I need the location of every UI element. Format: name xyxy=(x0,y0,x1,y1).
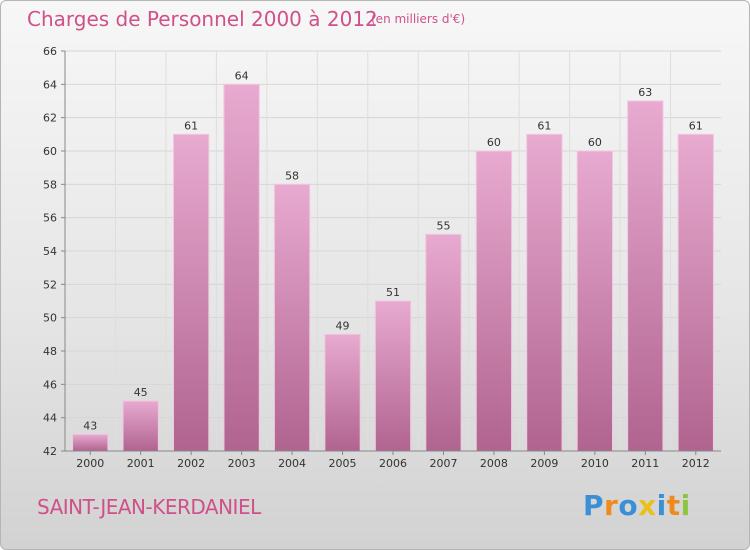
bar xyxy=(374,300,412,452)
bar xyxy=(677,133,714,452)
bars: 43 45 61 64 58 49 51 55 60 61 60 63 61 xyxy=(72,69,714,452)
y-tick-label: 48 xyxy=(43,345,57,358)
place-name: SAINT-JEAN-KERDANIEL xyxy=(37,495,261,519)
y-tick-label: 60 xyxy=(43,145,57,158)
bar-value-label: 61 xyxy=(184,119,198,132)
chart-subtitle: (en milliers d'€) xyxy=(371,12,466,26)
y-tick-label: 42 xyxy=(43,445,57,458)
y-tick-label: 66 xyxy=(43,45,57,58)
bar-value-label: 63 xyxy=(638,86,652,99)
x-tick-label: 2006 xyxy=(379,457,407,470)
bar xyxy=(475,150,513,452)
bar xyxy=(172,133,210,452)
logo-letter: x xyxy=(638,489,657,522)
y-tick-label: 44 xyxy=(43,412,57,425)
bar xyxy=(526,133,563,452)
bar-value-label: 43 xyxy=(83,419,97,432)
y-tick-label: 52 xyxy=(43,278,57,291)
bar-value-label: 61 xyxy=(689,119,703,132)
logo-letter: P xyxy=(583,489,605,522)
logo-letter: i xyxy=(680,489,691,522)
logo-letter: o xyxy=(618,489,639,522)
x-tick-label: 2009 xyxy=(530,457,558,470)
bar-value-label: 49 xyxy=(336,319,350,332)
bar xyxy=(122,400,159,452)
bar xyxy=(627,100,664,452)
y-tick-label: 56 xyxy=(43,212,57,225)
axes: 42 44 46 48 50 52 54 56 58 60 62 64 66 2000 2001 2002 20… xyxy=(43,45,721,470)
bar-value-label: 60 xyxy=(588,136,602,149)
chart-title: Charges de Personnel 2000 à 2012 xyxy=(27,7,378,31)
bar-value-label: 64 xyxy=(235,69,249,82)
x-tick-label: 2002 xyxy=(177,457,205,470)
logo-letter: r xyxy=(604,489,619,522)
x-tick-label: 2004 xyxy=(278,457,306,470)
x-tick-label: 2005 xyxy=(329,457,357,470)
y-tick-label: 46 xyxy=(43,378,57,391)
x-tick-label: 2003 xyxy=(228,457,256,470)
x-tick-label: 2010 xyxy=(581,457,609,470)
logo-letter: i xyxy=(656,489,667,522)
y-tick-label: 58 xyxy=(43,178,57,191)
y-tick-label: 50 xyxy=(43,312,57,325)
bar xyxy=(425,233,462,452)
bar-value-label: 61 xyxy=(537,119,551,132)
bar xyxy=(576,150,614,452)
y-tick-label: 54 xyxy=(43,245,57,258)
bar xyxy=(324,333,361,452)
x-tick-label: 2001 xyxy=(127,457,155,470)
bar xyxy=(72,433,109,452)
x-tick-label: 2011 xyxy=(631,457,659,470)
x-tick-label: 2007 xyxy=(429,457,457,470)
proxiti-logo: Proxiti xyxy=(583,489,691,522)
x-tick-label: 2012 xyxy=(682,457,710,470)
bar xyxy=(223,83,260,452)
bar-value-label: 58 xyxy=(285,169,299,182)
logo-letter: t xyxy=(666,489,681,522)
y-tick-label: 62 xyxy=(43,112,57,125)
bar-value-label: 45 xyxy=(134,386,148,399)
y-tick-label: 64 xyxy=(43,78,57,91)
bar xyxy=(273,183,311,452)
x-tick-label: 2008 xyxy=(480,457,508,470)
bar-value-label: 51 xyxy=(386,286,400,299)
bar-value-label: 55 xyxy=(436,219,450,232)
x-tick-label: 2000 xyxy=(76,457,104,470)
bar-value-label: 60 xyxy=(487,136,501,149)
